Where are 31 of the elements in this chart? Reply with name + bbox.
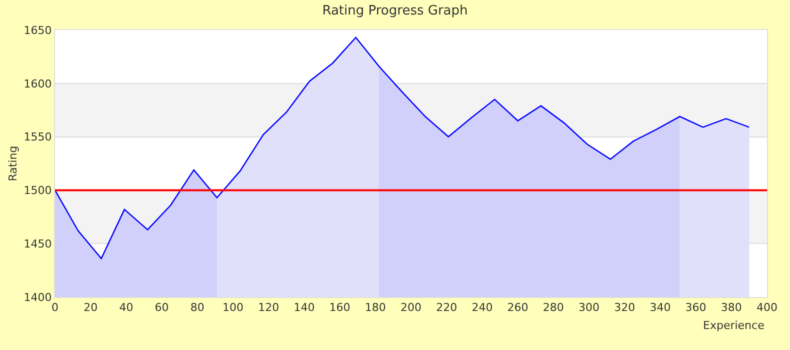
y-tick-label: 1650	[24, 24, 52, 37]
x-tick-label: 400	[756, 301, 778, 314]
chart-title: Rating Progress Graph	[322, 3, 468, 18]
x-tick-label: 300	[578, 301, 600, 314]
x-tick-label: 100	[222, 301, 244, 314]
y-tick-label: 1400	[24, 290, 52, 304]
x-tick-label: 380	[720, 301, 742, 314]
x-tick-label: 80	[190, 301, 204, 314]
x-tick-label: 0	[52, 301, 58, 314]
x-tick-label: 20	[84, 301, 98, 314]
x-tick-label: 360	[685, 301, 706, 314]
x-tick-label: 260	[507, 301, 528, 314]
y-tick-label: 1600	[24, 77, 52, 90]
x-tick-label: 40	[119, 301, 134, 314]
x-tick-label: 120	[258, 301, 280, 314]
x-tick-label: 180	[364, 301, 386, 314]
x-tick-label: 140	[294, 301, 315, 314]
x-tick-label: 220	[436, 301, 458, 314]
x-tick-label: 320	[614, 301, 636, 314]
y-tick-label: 1450	[24, 237, 52, 250]
x-axis-title: Experience	[703, 319, 765, 332]
x-tick-label: 280	[542, 301, 564, 314]
x-tick-label: 160	[329, 301, 350, 314]
y-tick-label: 1550	[24, 130, 52, 144]
line-series	[55, 36, 750, 260]
x-tick-label: 240	[472, 301, 493, 314]
x-tick-label: 200	[400, 301, 422, 314]
y-axis-title: Rating	[6, 146, 20, 182]
x-tick-label: 340	[650, 301, 671, 314]
x-tick-label: 60	[154, 301, 169, 314]
y-tick-label: 1500	[24, 184, 52, 198]
